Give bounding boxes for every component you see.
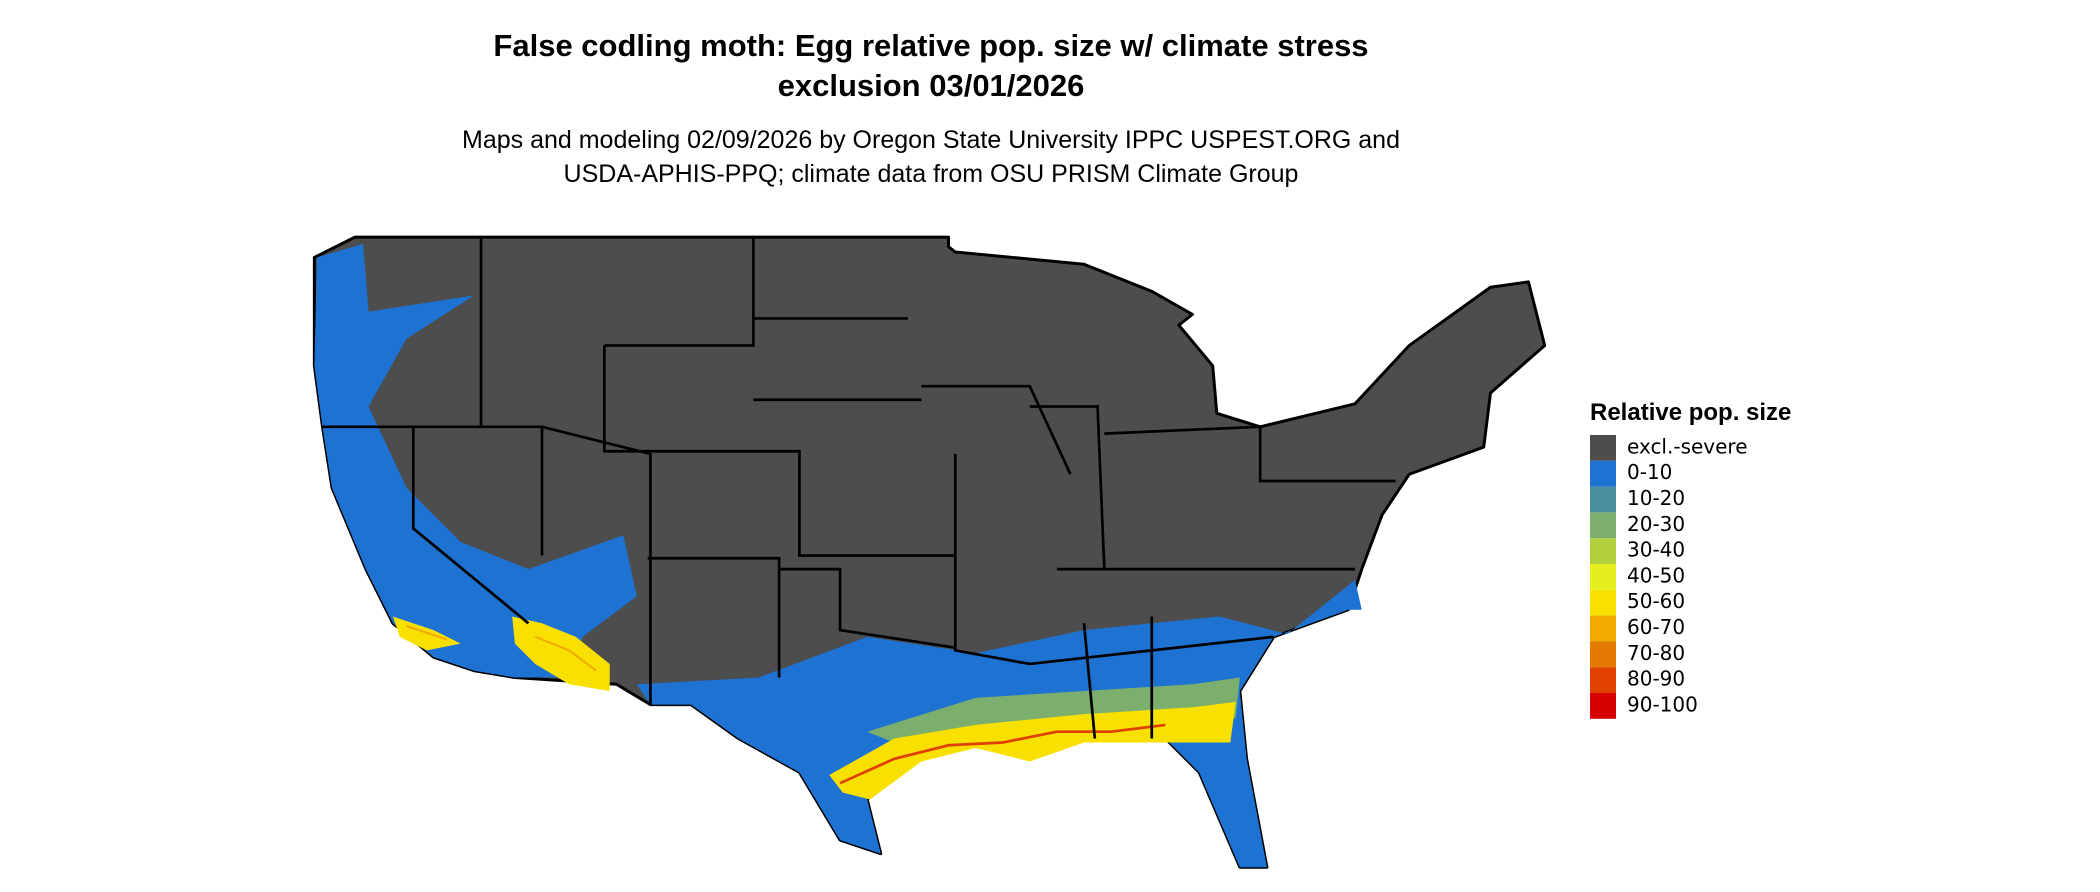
legend-swatch (1590, 538, 1616, 564)
legend-label: 50-60 (1627, 589, 1685, 613)
region-low (314, 243, 637, 678)
subtitle: Maps and modeling 02/09/2026 by Oregon S… (462, 126, 1400, 154)
legend-label: 0-10 (1627, 460, 1672, 484)
legend-label: 90-100 (1627, 692, 1698, 716)
legend-label: 10-20 (1627, 486, 1685, 510)
legend-swatch (1590, 512, 1616, 539)
legend-label: 70-80 (1627, 641, 1685, 665)
region-peak (406, 625, 597, 672)
legend-swatch (1590, 693, 1616, 719)
legend-swatch (1590, 564, 1616, 590)
legend-label: excl.-severe (1627, 434, 1748, 458)
region-high (392, 616, 610, 692)
map (312, 235, 1547, 869)
legend-title: Relative pop. size (1590, 399, 1791, 426)
legend-swatch (1590, 460, 1616, 487)
state-borders (322, 237, 1396, 739)
us-outline (312, 235, 1547, 869)
title: exclusion 03/01/2026 (778, 68, 1085, 103)
legend-swatch (1590, 589, 1616, 616)
legend-swatch (1590, 615, 1616, 642)
legend-swatch (1590, 486, 1616, 513)
legend-label: 20-30 (1627, 512, 1685, 536)
region-high (829, 701, 1236, 800)
legend-label: 30-40 (1627, 538, 1685, 562)
legend-swatch (1590, 435, 1616, 461)
legend-label: 80-90 (1627, 667, 1685, 691)
subtitle: USDA-APHIS-PPQ; climate data from OSU PR… (564, 160, 1299, 188)
legend-swatch (1590, 667, 1616, 693)
region-peak (839, 723, 1166, 785)
legend-swatch (1590, 641, 1616, 668)
title: False codling moth: Egg relative pop. si… (493, 28, 1368, 63)
legend-label: 40-50 (1627, 563, 1685, 587)
legend: excl.-severe0-1010-2020-3030-4040-5050-6… (1590, 434, 1748, 719)
legend-label: 60-70 (1627, 615, 1685, 639)
